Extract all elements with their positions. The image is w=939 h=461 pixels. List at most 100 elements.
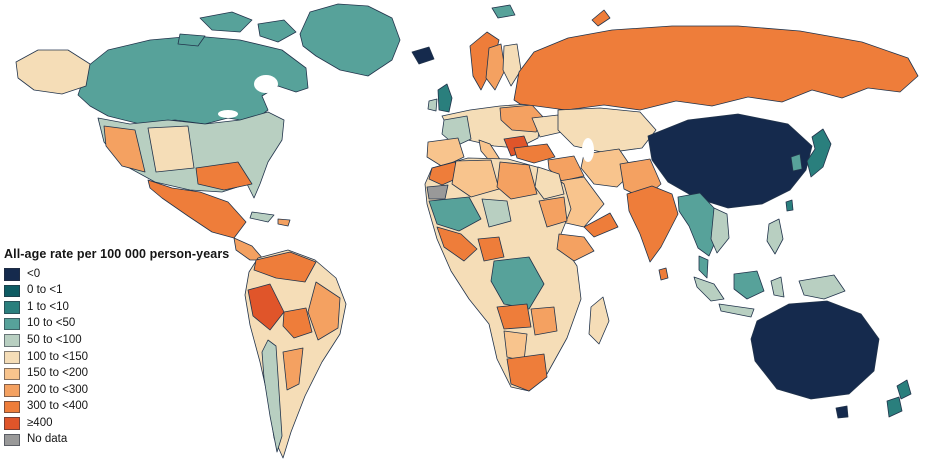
region-arctic-island-3	[177, 33, 206, 47]
legend-item: 300 to <400	[4, 399, 229, 416]
region-argentina	[282, 347, 304, 391]
region-iran	[580, 148, 635, 188]
region-south-africa	[506, 353, 548, 392]
region-central-asia	[557, 107, 657, 154]
region-ireland	[427, 98, 438, 112]
region-usa-west	[103, 125, 146, 173]
region-yemen-oman	[583, 212, 619, 238]
region-hispaniola	[277, 218, 291, 227]
region-west-africa	[436, 226, 478, 262]
region-algeria	[451, 159, 500, 198]
legend-item: <0	[4, 266, 229, 283]
region-new-zealand-north	[896, 379, 912, 400]
legend-swatch	[4, 284, 20, 298]
legend-swatch	[4, 384, 20, 397]
region-turkey	[513, 143, 556, 164]
region-libya	[496, 161, 538, 200]
legend-swatch	[4, 417, 20, 430]
legend-label: 10 to <50	[27, 317, 76, 330]
legend-item: ≥400	[4, 415, 229, 432]
region-brazil-east	[307, 281, 341, 341]
legend-item: No data	[4, 432, 229, 449]
region-egypt	[534, 166, 565, 200]
legend-swatch	[4, 301, 20, 314]
region-novaya-zemlya	[591, 9, 611, 27]
region-cuba	[249, 211, 275, 223]
legend-label: 300 to <400	[27, 400, 89, 413]
legend-swatch	[4, 334, 20, 347]
region-vietnam	[710, 207, 730, 254]
region-france	[441, 115, 472, 147]
region-svalbard	[491, 4, 516, 19]
caspian-sea	[582, 138, 594, 162]
region-new-guinea	[798, 274, 846, 300]
region-morocco	[428, 161, 461, 186]
legend-swatch	[4, 351, 20, 364]
region-mali-mauritania	[428, 196, 482, 232]
region-taiwan	[785, 199, 794, 212]
legend-label: No data	[27, 433, 68, 446]
region-borneo	[733, 270, 765, 300]
legend-swatch	[4, 268, 20, 281]
legend-label: <0	[27, 267, 41, 280]
legend-label: 150 to <200	[27, 367, 89, 380]
legend-item: 150 to <200	[4, 366, 229, 383]
region-arctic-island-2	[257, 19, 297, 43]
region-japan	[806, 128, 832, 178]
legend-label: 1 to <10	[27, 300, 69, 313]
region-bolivia	[282, 307, 313, 339]
legend-item: 10 to <50	[4, 316, 229, 333]
region-india	[626, 185, 679, 263]
region-usa-south	[195, 161, 253, 191]
region-angola	[496, 303, 532, 330]
region-new-zealand-south	[886, 396, 903, 418]
legend-label: 50 to <100	[27, 333, 82, 346]
region-iceland	[411, 46, 435, 65]
region-central-america	[233, 237, 265, 261]
legend-item: 1 to <10	[4, 299, 229, 316]
region-russia	[513, 25, 919, 111]
region-zambia-zimbabwe	[530, 306, 558, 336]
region-java	[718, 303, 755, 318]
legend-swatch	[4, 433, 20, 447]
legend-item: 50 to <100	[4, 332, 229, 349]
region-sulawesi	[770, 276, 785, 298]
region-greenland	[299, 3, 401, 77]
region-sweden	[485, 43, 506, 91]
region-sri-lanka	[658, 267, 669, 281]
region-nigeria	[477, 236, 505, 262]
region-korea	[790, 153, 803, 172]
region-china-mongolia	[647, 113, 813, 209]
legend-label: 200 to <300	[27, 383, 89, 396]
great-lakes	[218, 110, 238, 118]
region-tasmania	[835, 405, 849, 419]
region-horn-of-africa	[556, 233, 595, 262]
region-uk	[437, 83, 453, 113]
region-madagascar	[588, 296, 610, 345]
region-western-sahara	[426, 184, 449, 200]
region-indochina	[677, 192, 720, 257]
region-sumatra	[693, 276, 725, 302]
legend-swatch	[4, 400, 20, 414]
legend-swatch	[4, 317, 20, 331]
region-malay-peninsula	[698, 255, 709, 279]
legend-item: 100 to <150	[4, 349, 229, 366]
legend-item: 200 to <300	[4, 382, 229, 399]
region-drc	[490, 256, 545, 310]
legend-item: 0 to <1	[4, 283, 229, 300]
region-chile	[261, 339, 283, 453]
map-legend: All-age rate per 100 000 person-years <0…	[4, 247, 229, 449]
legend-label: 100 to <150	[27, 350, 89, 363]
region-sudan	[538, 196, 568, 228]
region-finland	[502, 43, 522, 87]
map-regions	[15, 3, 919, 459]
region-alaska	[15, 49, 91, 95]
region-colombia-venezuela	[253, 251, 317, 283]
legend-label: 0 to <1	[27, 284, 63, 297]
region-peru	[247, 283, 285, 331]
region-usa-central	[147, 125, 195, 173]
legend-label: ≥400	[27, 416, 53, 429]
region-australia	[750, 300, 880, 400]
